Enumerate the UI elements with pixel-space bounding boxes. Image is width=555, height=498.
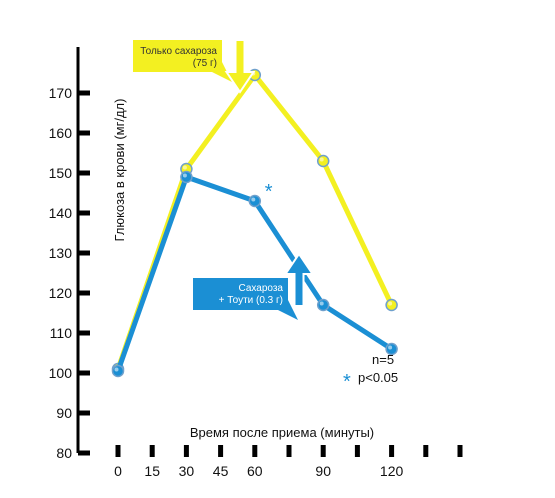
legend-sucrose-touchi-box	[193, 278, 298, 320]
sample-size-label: n=5	[372, 352, 394, 367]
x-tick-label: 15	[144, 463, 160, 479]
y-tick-mark	[78, 370, 90, 376]
y-tick-label: 130	[49, 245, 73, 261]
y-tick-label: 110	[50, 325, 73, 341]
x-tick-mark	[389, 445, 395, 457]
x-tick-mark	[115, 445, 121, 457]
y-tick-label: 90	[56, 405, 72, 421]
series	[111, 68, 398, 378]
data-point-highlight	[182, 165, 187, 170]
y-ticks: 80 90 100 110 120 130 140 150 160 170	[49, 85, 90, 461]
y-axis-title: Глюкоза в крови (мг/дл)	[112, 99, 127, 242]
series-sucrose-only	[111, 68, 398, 376]
axes: 80 90 100 110 120 130 140 150 160 170 0 15 30 45 60 90…	[49, 47, 463, 479]
x-tick-mark	[423, 445, 429, 457]
data-point	[385, 298, 398, 312]
y-tick-label: 170	[49, 85, 73, 101]
y-tick-label: 140	[49, 205, 73, 221]
p-value-asterisk: *	[343, 371, 351, 393]
y-tick-label: 100	[49, 365, 73, 381]
arrow-shape	[283, 252, 315, 307]
y-tick-mark	[78, 90, 90, 96]
legend-sucrose-touchi-line2: + Тоути (0.3 г)	[219, 295, 283, 306]
x-tick-mark	[320, 445, 326, 457]
y-tick-mark	[78, 210, 90, 216]
legend-sucrose-only-line2: (75 г)	[193, 58, 217, 69]
y-tick-mark	[78, 330, 90, 336]
data-point-highlight	[319, 301, 324, 306]
x-tick-label: 30	[179, 463, 195, 479]
arrow-shape	[224, 39, 256, 94]
x-tick-label: 45	[213, 463, 229, 479]
x-tick-mark	[286, 445, 292, 457]
significance-asterisk: *	[265, 181, 273, 203]
x-ticks: 0 15 30 45 60 90 120	[114, 445, 463, 479]
y-tick-mark	[78, 410, 90, 416]
x-tick-label: 90	[315, 463, 331, 479]
x-tick-mark	[183, 445, 189, 457]
y-tick-mark	[78, 290, 90, 296]
y-tick-label: 150	[49, 165, 73, 181]
data-point	[316, 154, 330, 168]
p-value-label: p<0.05	[358, 370, 398, 385]
legend-sucrose-only-box	[133, 40, 232, 82]
x-tick-mark	[218, 445, 224, 457]
x-tick-label: 60	[247, 463, 263, 479]
data-point-highlight	[114, 367, 119, 372]
data-point-highlight	[182, 173, 187, 178]
y-tick-label: 120	[49, 285, 73, 301]
data-point-highlight	[388, 301, 393, 306]
series-sucrose-touchi	[111, 170, 398, 378]
x-tick-label: 120	[380, 463, 404, 479]
data-point-highlight	[388, 345, 393, 350]
data-point	[180, 170, 193, 184]
x-tick-label: 0	[114, 463, 122, 479]
x-tick-mark	[354, 445, 360, 457]
x-tick-mark	[252, 445, 258, 457]
legend-sucrose-only: Только сахароза (75 г)	[133, 39, 256, 94]
y-tick-mark	[78, 250, 90, 256]
x-axis-title: Время после приема (минуты)	[190, 425, 374, 440]
y-tick-mark	[78, 450, 90, 456]
data-point	[316, 298, 330, 312]
arrow-down-icon	[224, 39, 256, 94]
y-tick-label: 160	[49, 125, 73, 141]
data-point-highlight	[319, 157, 324, 162]
legend-sucrose-only-line1: Только сахароза	[140, 46, 217, 57]
y-tick-mark	[78, 130, 90, 136]
legend-sucrose-touchi-line1: Сахароза	[238, 283, 283, 294]
legend-sucrose-touchi: Сахароза + Тоути (0.3 г)	[193, 252, 315, 320]
x-tick-mark	[457, 445, 463, 457]
data-point	[111, 364, 125, 378]
y-tick-mark	[78, 170, 90, 176]
y-tick-label: 80	[56, 445, 72, 461]
arrow-up-icon	[283, 252, 315, 307]
data-point-highlight	[251, 197, 256, 202]
annotations: * n=5 * p<0.05	[265, 181, 398, 393]
x-tick-mark	[149, 445, 155, 457]
data-point	[248, 194, 262, 208]
